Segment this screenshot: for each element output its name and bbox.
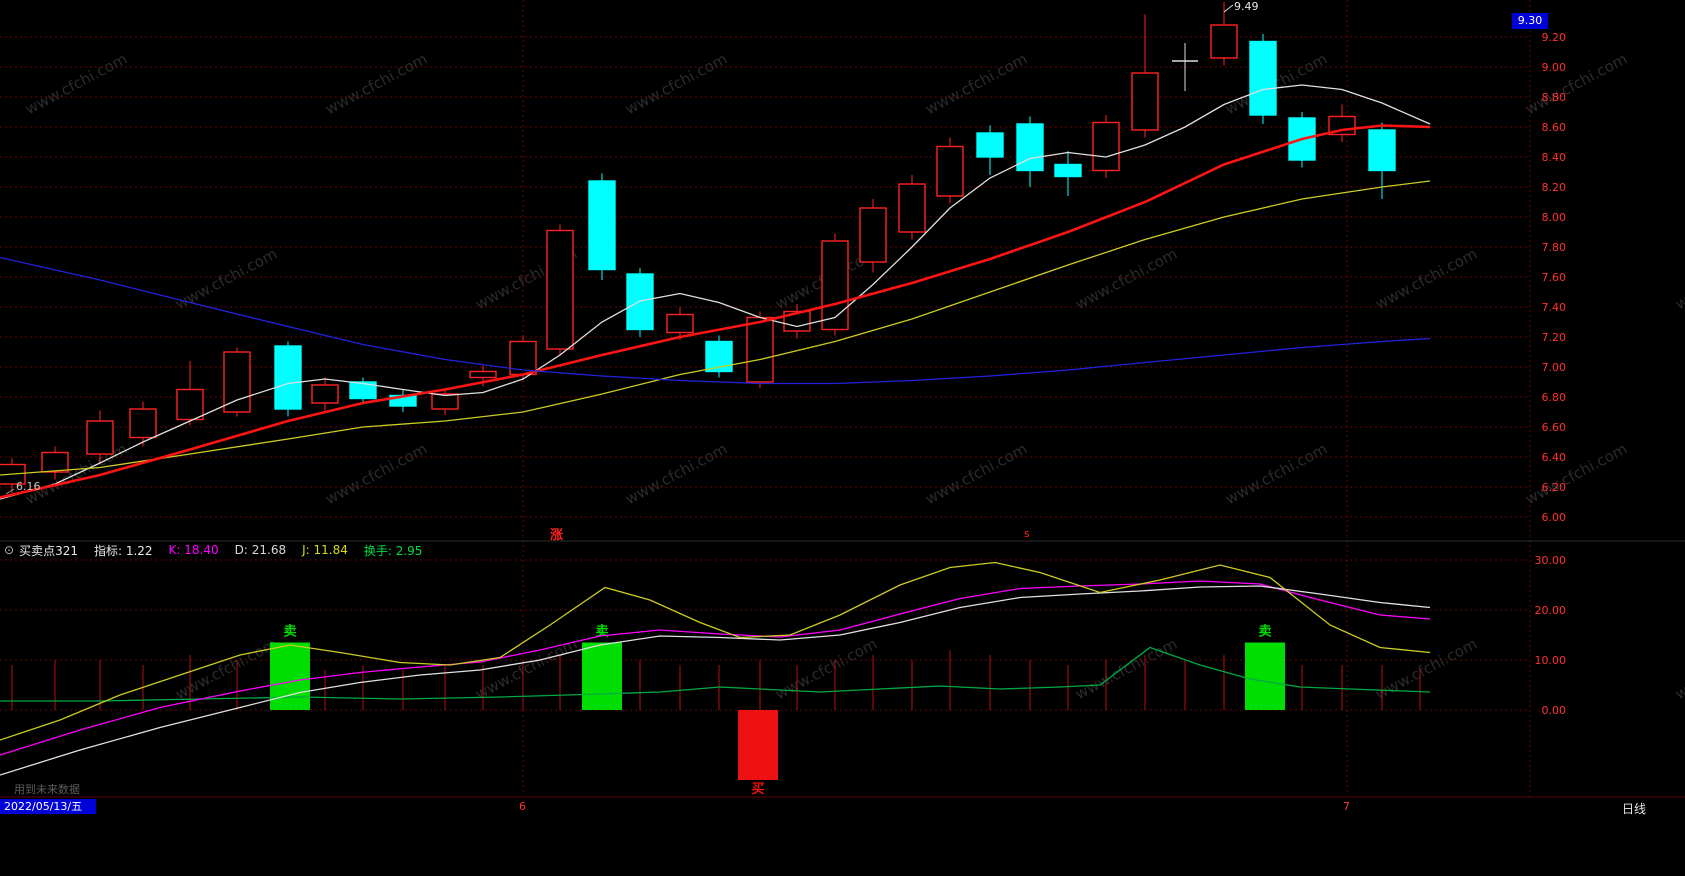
price-axis-label: 6.20 [1542,481,1567,494]
indicator-line-green [0,646,1431,702]
signal-label-buy: 买 [751,782,764,797]
candle-doji [1172,43,1198,91]
ma-line-white [0,84,1431,500]
candle-up [311,377,339,411]
candle-down [1249,34,1277,124]
indicator-icon[interactable]: ⊙ [4,543,15,557]
price-axis-label: 8.00 [1542,211,1567,224]
price-axis-label: 9.00 [1542,61,1567,74]
candle-up [936,137,964,204]
candle-up [898,175,926,240]
indicator-header-item-5: 换手: 2.95 [363,543,423,558]
signal-label-sell: 卖 [1258,624,1271,640]
candle-down [1016,116,1044,187]
month-label: 6 [519,800,526,813]
price-axis-label: 7.20 [1542,331,1567,344]
price-axis-label: 8.20 [1542,181,1567,194]
divider-label-zhang: 涨 [550,528,564,543]
indicator-header[interactable]: ⊙ 买卖点321 指标: 1.22 K: 18.40 D: 21.68 J: 11.84… [4,542,438,558]
indicator-line-D [0,585,1431,776]
indicator-header-item-0[interactable]: 买卖点321 [19,543,78,558]
candle-up [41,446,69,480]
divider-label-s: s [1024,527,1030,540]
candle-up [86,410,114,463]
price-axis-label: 8.60 [1542,121,1567,134]
indicator-axis-label: 30.00 [1535,554,1567,567]
low-price-annotation: 6.16 [16,480,41,493]
price-axis-label: 6.60 [1542,421,1567,434]
indicator-axis-label: 10.00 [1535,654,1567,667]
candle-up [431,388,459,415]
candle-up [1328,104,1356,142]
candle-down [705,335,733,378]
high-price-annotation: 9.49 [1234,0,1259,13]
price-axis-label: 6.00 [1542,511,1567,524]
price-axis-label: 6.80 [1542,391,1567,404]
signal-bar-sell [270,642,310,710]
price-axis-label: 7.00 [1542,361,1567,374]
grid-layer [0,0,1685,798]
candle-up [783,304,811,339]
price-axis-label: 7.60 [1542,271,1567,284]
indicator-header-item-2: K: 18.40 [168,543,219,557]
price-axis-label: 7.40 [1542,301,1567,314]
price-axis-label: 6.40 [1542,451,1567,464]
candle-down [389,389,417,412]
future-data-note: 用到未来数据 [14,783,80,796]
candle-down [976,125,1004,175]
ma-line-yellow [0,180,1431,476]
candle-up [666,307,694,340]
price-axis-label: 8.80 [1542,91,1567,104]
signal-bar-buy [738,710,778,780]
indicator-header-item-3: D: 21.68 [234,543,287,557]
indicator-header-item-4: J: 11.84 [302,543,348,557]
price-axis-label: 8.40 [1542,151,1567,164]
candle-down [626,268,654,337]
candle-down [274,341,302,417]
candle-up [746,311,774,388]
candle-up [1092,115,1120,178]
axis-labels-layer: 9.20 9.00 8.80 8.60 8.40 8.20 8.00 7.80 7.60 7.40… [1535,31,1567,717]
candle-up [129,401,157,447]
price-axis-label: 9.20 [1542,31,1567,44]
plot-layer: 卖卖买卖 [0,2,1431,797]
candle-up [546,224,574,355]
month-label: 7 [1343,800,1350,813]
signal-bar-sell [582,642,622,710]
signal-bar-sell [1245,642,1285,710]
candle-down [588,173,616,280]
candle-up [859,199,887,273]
indicator-axis-label: 20.00 [1535,604,1567,617]
candle-down [349,377,377,405]
candle-up [821,233,849,336]
candle-up [1131,14,1159,138]
candle-up [223,347,251,417]
date-axis-bar: 2022/05/13/五 日线 6 7 [0,798,1685,816]
candle-down [1054,151,1082,196]
price-axis-label: 7.80 [1542,241,1567,254]
signal-label-sell: 卖 [283,624,296,640]
current-price-badge: 9.30 [1512,13,1548,29]
indicator-axis-label: 0.00 [1542,704,1567,717]
candle-up [1210,2,1238,66]
indicator-header-item-1: 指标: 1.22 [93,543,153,558]
ma-line-blue [0,256,1431,385]
date-box: 2022/05/13/五 [0,799,96,814]
indicator-line-K [0,580,1431,756]
indicator-line-J [0,561,1431,741]
period-label[interactable]: 日线 [1622,802,1647,816]
candle-down [1368,122,1396,199]
ma-line-red [0,124,1431,499]
candle-up [176,361,204,426]
